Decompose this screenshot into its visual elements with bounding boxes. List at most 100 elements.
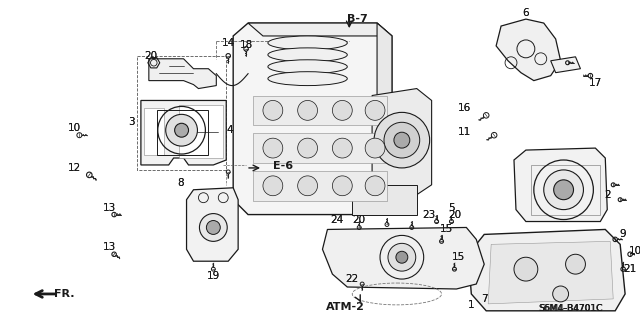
Text: 5: 5 [448,203,455,213]
Text: 18: 18 [239,40,253,50]
Text: 8: 8 [177,178,184,188]
Text: 13: 13 [102,203,116,213]
Circle shape [200,214,227,241]
Text: 20: 20 [448,210,461,219]
Text: 9: 9 [620,229,627,240]
Text: S6M4–B4701C: S6M4–B4701C [538,304,603,313]
Text: E-6: E-6 [273,161,293,171]
Text: 10: 10 [628,246,640,256]
Circle shape [396,251,408,263]
Polygon shape [377,23,392,215]
Text: ATM-2: ATM-2 [326,302,365,312]
Text: 20: 20 [448,210,461,219]
Circle shape [388,243,416,271]
Polygon shape [514,148,607,221]
Polygon shape [496,19,561,81]
Circle shape [206,220,220,234]
Text: 4: 4 [227,125,234,135]
Circle shape [298,138,317,158]
Text: 1: 1 [468,300,475,310]
Polygon shape [468,229,625,311]
Text: 16: 16 [458,103,471,113]
Text: 15: 15 [440,225,453,234]
Text: 13: 13 [102,242,116,252]
Circle shape [166,114,198,146]
Text: B-7: B-7 [347,14,367,24]
Text: 23: 23 [422,210,435,219]
Text: 13: 13 [102,203,116,213]
Text: 10: 10 [68,123,81,133]
Text: 10: 10 [68,123,81,133]
Polygon shape [149,59,216,89]
Circle shape [175,123,189,137]
Text: 2: 2 [604,190,611,200]
Polygon shape [253,133,387,163]
Text: 1: 1 [468,300,475,310]
Text: S6M4–B4701C: S6M4–B4701C [538,304,603,313]
Circle shape [263,138,283,158]
Text: 22: 22 [346,274,359,284]
Ellipse shape [268,60,348,74]
Circle shape [384,122,420,158]
Polygon shape [233,23,392,215]
Text: 7: 7 [481,294,488,304]
Polygon shape [352,185,417,215]
Circle shape [365,100,385,120]
Polygon shape [141,100,226,165]
Polygon shape [179,105,223,158]
Text: 17: 17 [589,78,602,88]
Polygon shape [323,227,484,289]
Text: 3: 3 [127,117,134,127]
Circle shape [544,170,584,210]
Polygon shape [550,57,580,73]
Text: 20: 20 [144,51,157,61]
Text: 5: 5 [448,203,455,213]
Text: 17: 17 [589,78,602,88]
Text: 14: 14 [221,38,235,48]
Text: 11: 11 [458,127,471,137]
Polygon shape [186,188,238,261]
Text: 20: 20 [144,51,157,61]
Circle shape [263,100,283,120]
Circle shape [566,254,586,274]
Circle shape [514,257,538,281]
Circle shape [298,176,317,196]
Text: 6: 6 [523,8,529,18]
Polygon shape [253,95,387,125]
Text: 15: 15 [452,252,465,262]
Ellipse shape [268,48,348,62]
Text: 3: 3 [127,117,134,127]
Text: 7: 7 [481,294,488,304]
Text: 11: 11 [458,127,471,137]
Text: 19: 19 [207,271,220,281]
Text: 18: 18 [239,40,253,50]
Text: 20: 20 [353,215,365,225]
Text: 23: 23 [422,210,435,219]
Text: 22: 22 [346,274,359,284]
Text: 16: 16 [458,103,471,113]
Circle shape [554,180,573,200]
Circle shape [332,138,352,158]
Text: FR.: FR. [54,289,75,299]
Text: 6: 6 [523,8,529,18]
Polygon shape [144,108,164,155]
Polygon shape [253,171,387,201]
Text: 21: 21 [623,264,637,274]
Text: 8: 8 [177,178,184,188]
Text: 24: 24 [331,215,344,225]
Text: 13: 13 [102,242,116,252]
Text: S6M4-B4701C: S6M4-B4701C [539,304,602,313]
Text: 20: 20 [353,215,365,225]
Text: 2: 2 [604,190,611,200]
Text: 14: 14 [221,38,235,48]
Text: 15: 15 [452,252,465,262]
Circle shape [365,138,385,158]
Polygon shape [248,23,392,36]
Circle shape [365,176,385,196]
Circle shape [394,132,410,148]
Text: 12: 12 [68,163,81,173]
Text: 4: 4 [227,125,234,135]
Text: 21: 21 [623,264,637,274]
Ellipse shape [268,36,348,50]
Polygon shape [488,241,613,304]
